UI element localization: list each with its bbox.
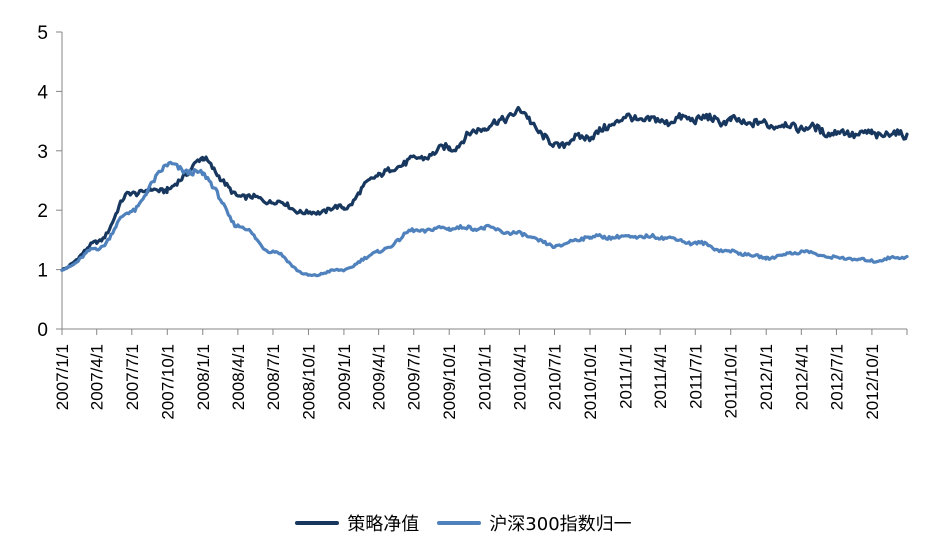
x-tick-label: 2007/4/1 (88, 344, 107, 410)
legend-swatch-strategy (295, 521, 340, 525)
x-tick-label: 2008/7/1 (264, 344, 283, 410)
x-tick-label: 2007/7/1 (123, 344, 142, 410)
legend-label-strategy: 策略净值 (347, 514, 420, 535)
y-tick-label: 5 (37, 23, 48, 44)
x-tick-label: 2009/4/1 (370, 344, 389, 410)
x-tick-label: 2010/7/1 (545, 344, 564, 410)
series-line-csi300 (60, 160, 909, 278)
legend-label-csi300: 沪深300指数归一 (489, 514, 632, 535)
x-tick-label: 2009/1/1 (335, 344, 354, 410)
x-tick-label: 2011/4/1 (651, 344, 670, 409)
x-tick-label: 2007/10/1 (158, 344, 177, 420)
x-tick-label: 2010/4/1 (510, 344, 529, 410)
x-tick-label: 2011/1/1 (616, 344, 635, 409)
y-tick-label: 2 (37, 201, 48, 222)
x-tick-label: 2011/7/1 (686, 344, 705, 409)
x-tick-label: 2008/1/1 (194, 344, 213, 410)
legend-item-strategy: 策略净值 (295, 510, 419, 536)
x-tick-label: 2007/1/1 (53, 344, 72, 410)
series-line-strategy (60, 105, 909, 272)
x-tick-label: 2008/10/1 (299, 344, 318, 420)
y-tick-label: 0 (37, 320, 48, 341)
x-tick-label: 2012/7/1 (827, 344, 846, 410)
x-axis: 2007/1/1 2007/4/1 2007/7/1 2007/10/1 2008/1/… (53, 328, 908, 420)
x-tick-label: 2010/1/1 (476, 344, 495, 410)
y-tick-label: 4 (37, 82, 48, 103)
x-tick-label: 2012/4/1 (792, 344, 811, 410)
x-tick-label: 2008/4/1 (229, 344, 248, 410)
y-tick-label: 3 (37, 142, 48, 163)
legend-swatch-csi300 (437, 521, 482, 525)
x-tick-label: 2011/10/1 (722, 344, 741, 418)
line-chart: 0 1 2 3 4 5 2007/1/1 2007/4/1 2007/7/1 2007/10/1… (37, 23, 909, 420)
legend: 策略净值 沪深300指数归一 (0, 508, 927, 538)
y-axis: 0 1 2 3 4 5 (37, 23, 63, 341)
series-layer (60, 105, 909, 278)
x-tick-label: 2009/10/1 (440, 344, 459, 420)
x-tick-label: 2010/10/1 (581, 344, 600, 420)
x-tick-label: 2012/10/1 (863, 344, 882, 420)
legend-item-csi300: 沪深300指数归一 (437, 510, 632, 536)
y-tick-label: 1 (37, 261, 48, 282)
x-tick-label: 2009/7/1 (405, 344, 424, 410)
x-tick-label: 2012/1/1 (757, 344, 776, 410)
